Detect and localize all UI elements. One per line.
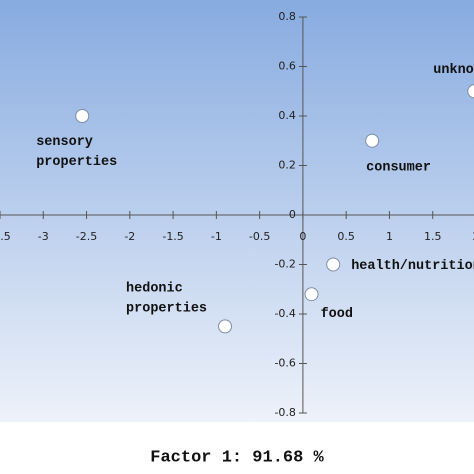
x-tick-label: -2.5 [76, 230, 97, 243]
point-label: consumer [366, 160, 431, 175]
y-tick-label: -0.2 [274, 258, 295, 271]
y-tick-label: 0.2 [278, 159, 296, 172]
x-tick-label: -3.5 [0, 230, 11, 243]
point [75, 109, 90, 123]
point [365, 133, 380, 148]
x-tick-label: 0.5 [337, 230, 355, 243]
x-axis-title: Factor 1: 91.68 % [150, 448, 324, 467]
point-label: sensory properties [36, 135, 117, 170]
point [467, 84, 474, 99]
x-tick-label: -0.5 [249, 230, 270, 243]
x-tick-label: 1 [386, 230, 393, 243]
point-label: hedonic properties [126, 281, 207, 316]
x-tick-label: 1.5 [424, 230, 442, 243]
plot-background [0, 0, 474, 422]
y-tick-label: 0.8 [278, 10, 296, 23]
x-tick-label: 2 [473, 230, 474, 243]
x-tick-label: -2 [124, 230, 135, 243]
point [326, 257, 341, 272]
point-label: unknown [433, 63, 474, 78]
y-tick-label: 0.6 [278, 60, 296, 73]
point [218, 319, 233, 334]
y-tick-label: -0.8 [274, 406, 295, 419]
point [304, 287, 319, 302]
y-tick-label: 0 [289, 208, 296, 221]
x-tick-label: -3 [38, 230, 49, 243]
point-label: health/nutrition [351, 259, 474, 274]
x-tick-label: 0 [299, 230, 306, 243]
x-tick-label: -1.5 [162, 230, 183, 243]
y-tick-label: -0.6 [274, 357, 295, 370]
y-tick-label: -0.4 [274, 307, 295, 320]
x-tick-label: -1 [211, 230, 222, 243]
y-tick-label: 0.4 [278, 109, 296, 122]
point-label: food [321, 307, 353, 322]
